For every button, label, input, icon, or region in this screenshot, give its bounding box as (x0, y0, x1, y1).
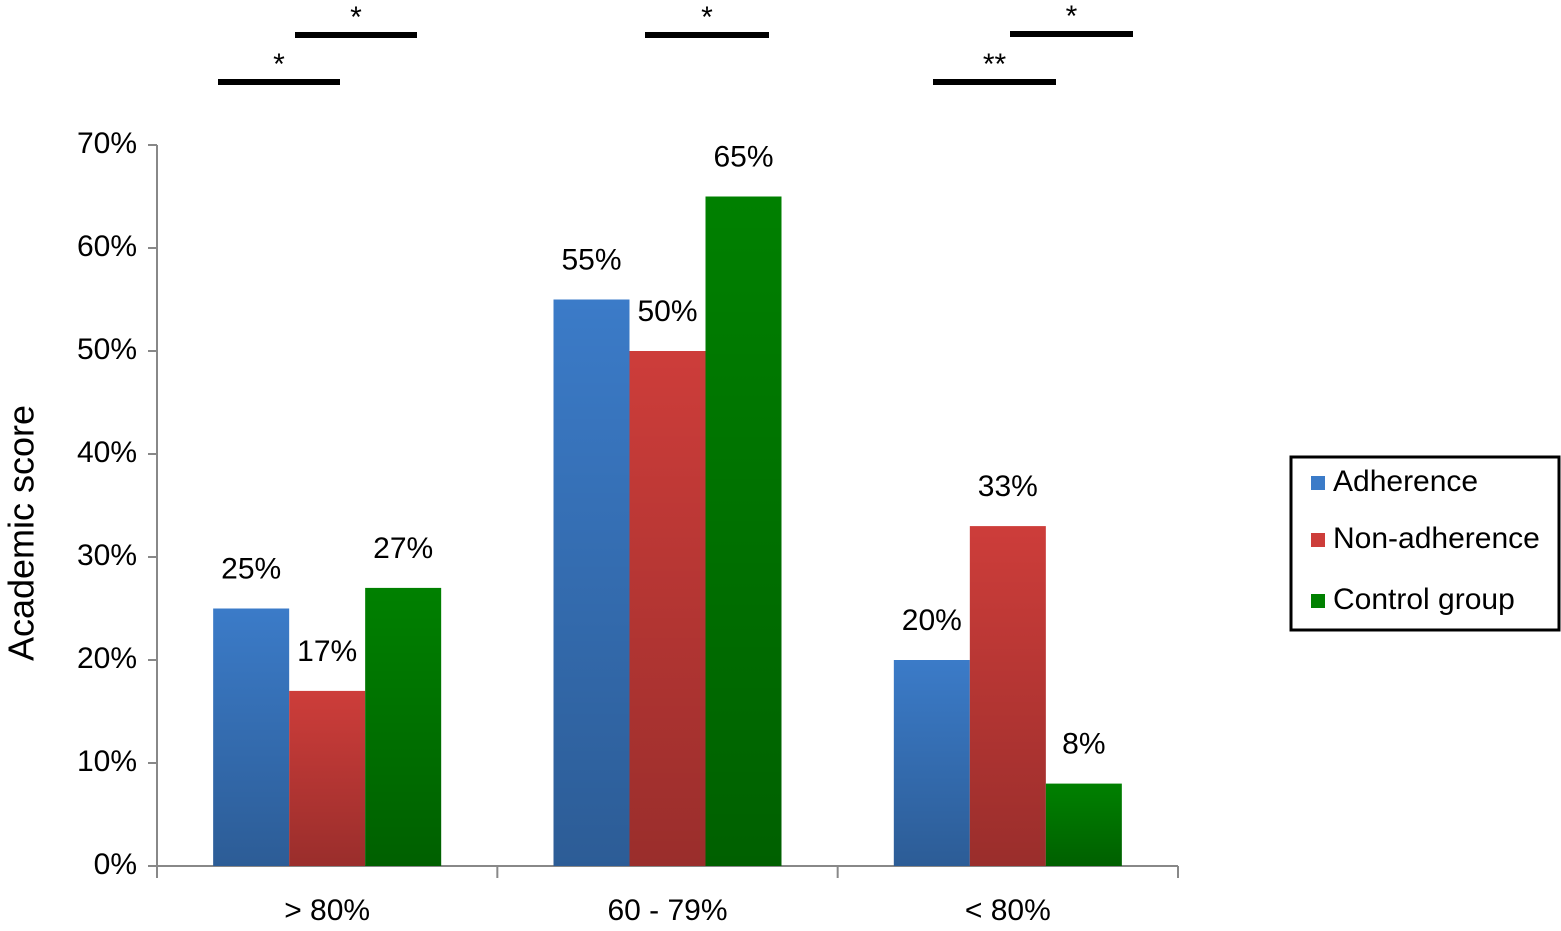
significance-label: * (1066, 0, 1078, 33)
y-axis-title: Academic score (1, 405, 42, 661)
value-label: 8% (1062, 728, 1105, 761)
y-tick-label: 30% (77, 539, 137, 572)
bar-shade (893, 660, 970, 866)
y-tick-label: 70% (77, 127, 137, 160)
significance-label: * (350, 1, 362, 34)
legend-box (1289, 455, 1561, 632)
legend-label: Adherence (1333, 465, 1478, 498)
significance-label: ** (983, 48, 1007, 81)
value-label: 33% (978, 470, 1038, 503)
y-tick-label: 0% (94, 848, 137, 881)
bar-shade (553, 299, 630, 866)
y-tick-label: 40% (77, 436, 137, 469)
x-tick-label: < 80% (965, 894, 1051, 927)
value-label: 55% (561, 243, 621, 276)
value-label: 65% (713, 140, 773, 173)
y-tick-label: 20% (77, 642, 137, 675)
legend-swatch (1311, 594, 1325, 608)
bar-shade (705, 196, 782, 866)
y-tick-label: 50% (77, 333, 137, 366)
value-label: 27% (373, 532, 433, 565)
value-label: 17% (297, 635, 357, 668)
y-tick-label: 10% (77, 745, 137, 778)
legend-swatch (1311, 533, 1325, 547)
bar-shade (629, 351, 706, 866)
bar-shade (289, 690, 366, 866)
value-label: 50% (637, 295, 697, 328)
x-tick-label: > 80% (284, 894, 370, 927)
x-tick-label: 60 - 79% (607, 894, 727, 927)
bar-shade (969, 526, 1046, 866)
legend-swatch (1311, 476, 1325, 490)
significance-label: * (273, 48, 285, 81)
value-label: 25% (221, 552, 281, 585)
value-label: 20% (902, 604, 962, 637)
significance-label: * (701, 1, 713, 34)
y-tick-label: 60% (77, 230, 137, 263)
legend-label: Control group (1333, 583, 1515, 616)
legend-label: Non-adherence (1333, 522, 1540, 555)
bar-shade (213, 608, 290, 866)
bar-shade (365, 587, 442, 866)
bar-shade (1045, 783, 1122, 866)
